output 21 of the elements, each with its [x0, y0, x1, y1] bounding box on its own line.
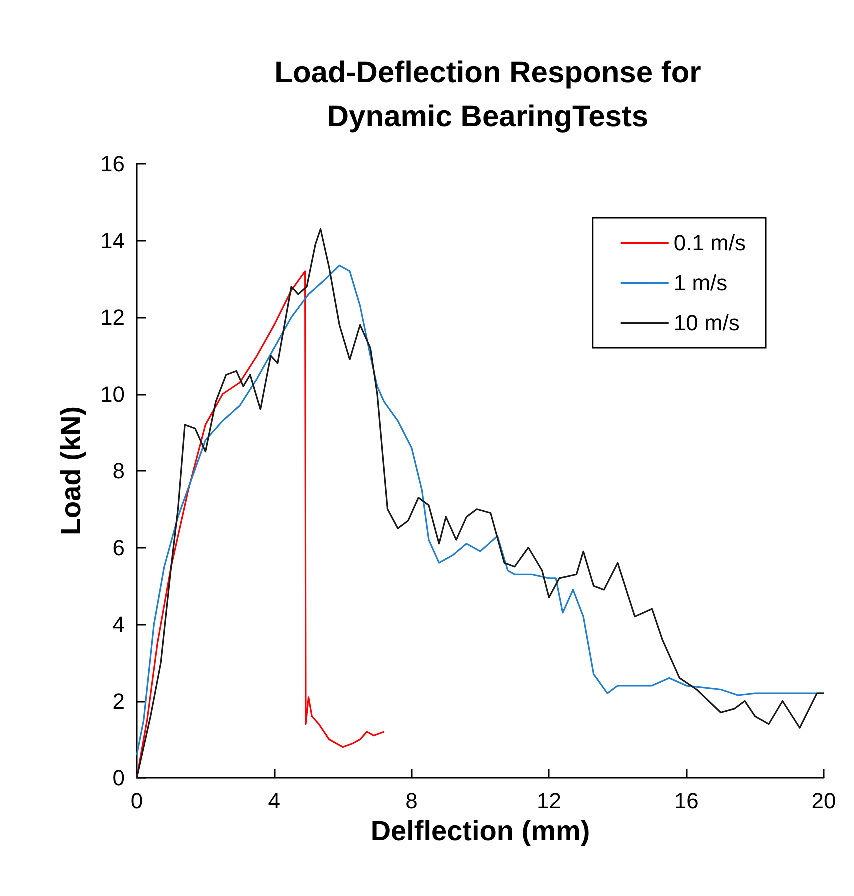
y-tick-label: 14: [100, 228, 125, 254]
legend-label: 0.1 m/s: [674, 230, 746, 256]
y-tick-label: 2: [112, 688, 125, 714]
y-tick-label: 8: [112, 458, 125, 484]
x-tick-label: 8: [406, 788, 418, 814]
y-tick-label: 4: [112, 612, 125, 637]
x-tick-label: 0: [130, 788, 144, 814]
y-tick-label: 0: [112, 766, 125, 790]
y-tick-label: 6: [112, 535, 125, 560]
x-tick-label: 20: [812, 788, 836, 814]
y-tick-label: 16: [100, 152, 125, 176]
x-tick-label: 4: [268, 788, 281, 814]
x-tick-label: 12: [536, 788, 562, 814]
x-axis-title: Delflection (mm): [370, 815, 590, 846]
legend-label: 1 m/s: [674, 270, 728, 296]
y-tick-label: 10: [100, 382, 125, 407]
legend-label: 10 m/s: [674, 310, 740, 336]
y-tick-label: 12: [100, 305, 125, 330]
y-axis-title: Load (kN): [56, 406, 86, 536]
x-tick-label: 16: [674, 788, 699, 814]
chart-title: Load-Deflection Response for Dynamic BearingTests: [274, 56, 702, 134]
